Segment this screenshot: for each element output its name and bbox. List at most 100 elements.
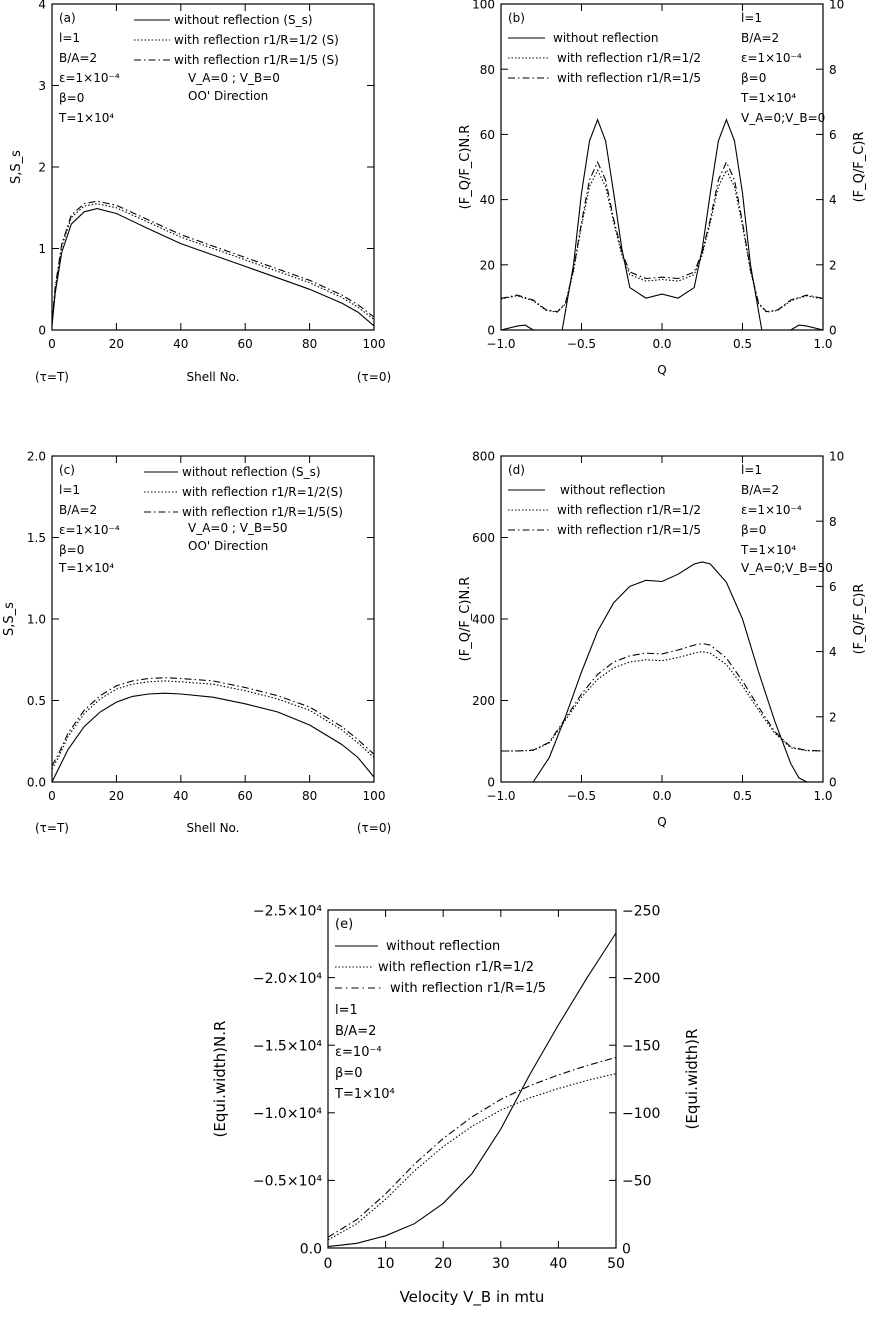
series-line-b-1 bbox=[500, 169, 824, 313]
panel-label-c: (c) bbox=[59, 463, 75, 477]
y-tick-label: 0 bbox=[487, 324, 495, 338]
legend-label-e-2: with reflection r1/R=1/5 bbox=[390, 981, 546, 996]
series-line-c-2 bbox=[51, 677, 375, 766]
panel-label-b: (b) bbox=[508, 11, 525, 25]
param-b-2: ε=1×10⁻⁴ bbox=[741, 51, 802, 65]
y-tick-label: 0.0 bbox=[27, 776, 46, 790]
x-tick-label: 1.0 bbox=[813, 337, 832, 351]
x-tick-label: 1.0 bbox=[813, 789, 832, 803]
y-axis-label-a: S,S_s bbox=[9, 150, 24, 184]
x-tick-label: 40 bbox=[549, 1256, 567, 1272]
series-line-c-0 bbox=[51, 692, 375, 783]
series-line-d-0 bbox=[501, 561, 823, 783]
param-b-4: T=1×10⁴ bbox=[740, 91, 796, 105]
y-tick-label: 100 bbox=[472, 0, 495, 12]
param-c-1: B/A=2 bbox=[59, 503, 97, 517]
y-tick-label-right: 10 bbox=[829, 450, 844, 464]
y-tick-label: 0.5 bbox=[27, 694, 46, 708]
y-axis-label-d: (F_Q/F_C)N.R bbox=[458, 577, 473, 662]
x-tick-label: −0.5 bbox=[567, 789, 596, 803]
x-tick-label: 20 bbox=[109, 789, 124, 803]
x-end-note-c-left: (τ=T) bbox=[35, 821, 69, 835]
x-axis-label-c: Shell No. bbox=[186, 821, 239, 835]
param-a-2: ε=1×10⁻⁴ bbox=[59, 71, 120, 85]
legend-label-c-1: with reflection r1/R=1/2(S) bbox=[182, 485, 343, 499]
y-tick-label: 40 bbox=[480, 193, 495, 207]
y-axis-label-e: (Equi.width)N.R bbox=[211, 1021, 229, 1138]
param-d-2: ε=1×10⁻⁴ bbox=[741, 503, 802, 517]
x-tick-label: 60 bbox=[238, 789, 253, 803]
legend-label-a-2: with reflection r1/R=1/5 (S) bbox=[174, 53, 339, 67]
x-tick-label: 100 bbox=[363, 789, 386, 803]
x-tick-label: 0 bbox=[48, 789, 56, 803]
x-tick-label: 10 bbox=[377, 1256, 395, 1272]
x-end-note-a-right: (τ=0) bbox=[357, 370, 391, 384]
y-tick-label: 1.5 bbox=[27, 531, 46, 545]
panel-c: 0 20 40 60 80 100 0.0 0.5 1.0 1.5 2.0 (c) l=1 B/A=… bbox=[2, 450, 391, 835]
legend-label-d-0: without reflection bbox=[560, 483, 666, 497]
y-tick-label-right: 8 bbox=[829, 515, 837, 529]
panel-e: 0 10 20 30 40 50 0.0 −0.5×10⁴ −1.0×10⁴ −1.5×10⁴ −2… bbox=[211, 903, 701, 1307]
param-e-0: l=1 bbox=[335, 1003, 358, 1018]
y-tick-label-right: 10 bbox=[829, 0, 844, 12]
param-c-0: l=1 bbox=[59, 483, 80, 497]
param-c-4: T=1×10⁴ bbox=[58, 561, 114, 575]
y-axis-label-b: (F_Q/F_C)N.R bbox=[458, 125, 473, 210]
y-tick-label-right: −50 bbox=[622, 1174, 652, 1190]
param-e-2: ε=10⁻⁴ bbox=[335, 1045, 382, 1060]
y-axis-label-e-right: (Equi.width)R bbox=[683, 1029, 701, 1130]
series-line-e-2 bbox=[327, 1056, 617, 1238]
param-d-4: T=1×10⁴ bbox=[740, 543, 796, 557]
panel-a: 0 20 40 60 80 100 0 1 2 3 4 (a) l=1 B/A=2 ε=1×10⁻⁴… bbox=[9, 0, 391, 384]
x-tick-label: 0 bbox=[324, 1256, 333, 1272]
y-tick-label-right: 2 bbox=[829, 710, 837, 724]
series-line-b-2 bbox=[500, 160, 824, 313]
y-tick-label-right: 0 bbox=[829, 324, 837, 338]
panel-label-e: (e) bbox=[335, 917, 353, 932]
x-tick-label: 50 bbox=[607, 1256, 625, 1272]
y-axis-label-c: S,S_s bbox=[2, 602, 17, 636]
legend-label-a-1: with reflection r1/R=1/2 (S) bbox=[174, 33, 339, 47]
param-b-1: B/A=2 bbox=[741, 31, 779, 45]
param-c-3: β=0 bbox=[59, 543, 84, 557]
x-axis-label-d: Q bbox=[657, 815, 666, 829]
y-tick-label: 2 bbox=[38, 161, 46, 175]
y-tick-label-right: −100 bbox=[622, 1106, 660, 1122]
x-tick-label: 20 bbox=[109, 337, 124, 351]
param-d-0: l=1 bbox=[741, 463, 762, 477]
x-tick-label: −1.0 bbox=[486, 337, 515, 351]
param-c-2: ε=1×10⁻⁴ bbox=[59, 523, 120, 537]
series-line-a-1 bbox=[51, 203, 375, 324]
y-tick-label: 2.0 bbox=[27, 450, 46, 464]
x-tick-label: −0.5 bbox=[567, 337, 596, 351]
y-tick-label-right: −250 bbox=[622, 903, 660, 919]
param-e-1: B/A=2 bbox=[335, 1024, 376, 1039]
param-a-4: T=1×10⁴ bbox=[58, 111, 114, 125]
plot-frame-e bbox=[327, 909, 617, 1249]
param-d-5: V_A=0;V_B=50 bbox=[741, 561, 833, 575]
y-tick-label: −1.0×10⁴ bbox=[253, 1106, 323, 1122]
y-tick-label: −2.5×10⁴ bbox=[253, 903, 323, 919]
note-a-1: OO' Direction bbox=[188, 89, 268, 103]
x-axis-label-a: Shell No. bbox=[186, 370, 239, 384]
y-axis-label-b-right: (F_Q/F_C)R bbox=[852, 132, 867, 203]
x-tick-label: 0 bbox=[48, 337, 56, 351]
series-line-d-2 bbox=[501, 642, 824, 752]
x-tick-label: 100 bbox=[363, 337, 386, 351]
y-tick-label: 0 bbox=[487, 776, 495, 790]
x-tick-label: 20 bbox=[434, 1256, 452, 1272]
x-tick-label: 80 bbox=[302, 337, 317, 351]
legend-label-e-1: with reflection r1/R=1/2 bbox=[378, 960, 534, 975]
legend-label-c-2: with reflection r1/R=1/5(S) bbox=[182, 505, 343, 519]
x-tick-label: −1.0 bbox=[486, 789, 515, 803]
y-tick-label-right: 6 bbox=[829, 128, 837, 142]
legend-label-d-1: with reflection r1/R=1/2 bbox=[557, 503, 701, 517]
y-tick-label: 800 bbox=[472, 450, 495, 464]
param-e-4: T=1×10⁴ bbox=[334, 1087, 395, 1102]
y-tick-label: 1.0 bbox=[27, 613, 46, 627]
note-a-0: V_A=0 ; V_B=0 bbox=[188, 71, 280, 85]
legend-label-c-0: without reflection (S_s) bbox=[182, 465, 321, 479]
y-tick-label: 60 bbox=[480, 128, 495, 142]
